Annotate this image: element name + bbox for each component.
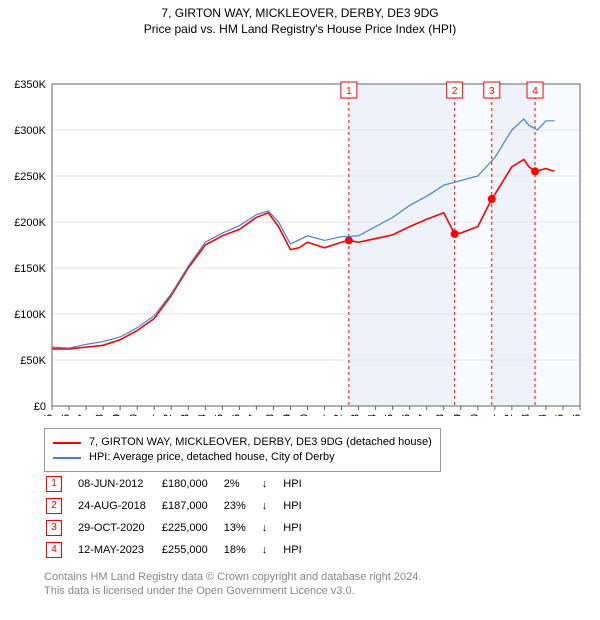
price-cell: £255,000 <box>162 542 222 562</box>
event-number-box: 3 <box>46 520 62 536</box>
svg-text:1: 1 <box>346 86 352 97</box>
svg-text:1997: 1997 <box>77 414 89 416</box>
svg-text:£0: £0 <box>34 401 46 413</box>
svg-text:4: 4 <box>532 86 538 97</box>
svg-text:£150K: £150K <box>14 263 46 275</box>
chart-title: 7, GIRTON WAY, MICKLEOVER, DERBY, DE3 9D… <box>0 6 600 20</box>
svg-text:1998: 1998 <box>94 414 106 416</box>
svg-text:2016: 2016 <box>401 414 413 416</box>
svg-text:2009: 2009 <box>281 414 293 416</box>
vs-cell: HPI <box>283 498 315 518</box>
svg-text:£250K: £250K <box>14 171 46 183</box>
svg-text:1995: 1995 <box>43 414 55 416</box>
chart-subtitle: Price paid vs. HM Land Registry's House … <box>0 22 600 36</box>
svg-text:2002: 2002 <box>162 414 174 416</box>
svg-text:£50K: £50K <box>20 355 46 367</box>
direction-cell: ↓ <box>262 520 282 540</box>
footer-line-2: This data is licensed under the Open Gov… <box>44 584 421 598</box>
legend-swatch <box>53 442 81 444</box>
svg-text:£350K: £350K <box>14 79 46 91</box>
svg-text:2025: 2025 <box>554 414 566 416</box>
svg-text:2001: 2001 <box>145 414 157 416</box>
svg-text:2008: 2008 <box>264 414 276 416</box>
event-number-cell: 1 <box>46 476 76 496</box>
svg-text:2004: 2004 <box>196 414 208 416</box>
footer-line-1: Contains HM Land Registry data © Crown c… <box>44 570 421 584</box>
date-cell: 08-JUN-2012 <box>78 476 160 496</box>
transactions-table: 108-JUN-2012£180,0002%↓HPI224-AUG-2018£1… <box>44 474 318 564</box>
table-row: 2 24-AUG-2018£187,00023%↓HPI <box>46 498 316 518</box>
table-row: 1 08-JUN-2012£180,0002%↓HPI <box>46 476 316 496</box>
svg-text:2012: 2012 <box>333 414 345 416</box>
svg-text:£300K: £300K <box>14 125 46 137</box>
price-cell: £180,000 <box>162 476 222 496</box>
legend: 7, GIRTON WAY, MICKLEOVER, DERBY, DE3 9D… <box>44 428 441 472</box>
footer-attribution: Contains HM Land Registry data © Crown c… <box>44 570 421 598</box>
svg-text:1999: 1999 <box>111 414 123 416</box>
date-cell: 24-AUG-2018 <box>78 498 160 518</box>
legend-label: 7, GIRTON WAY, MICKLEOVER, DERBY, DE3 9D… <box>89 435 432 450</box>
delta-cell: 23% <box>224 498 260 518</box>
date-cell: 29-OCT-2020 <box>78 520 160 540</box>
direction-cell: ↓ <box>262 498 282 518</box>
vs-cell: HPI <box>283 542 315 562</box>
svg-text:2026: 2026 <box>571 414 583 416</box>
price-cell: £225,000 <box>162 520 222 540</box>
event-number-cell: 4 <box>46 542 76 562</box>
svg-text:2010: 2010 <box>298 414 310 416</box>
table-row: 4 12-MAY-2023£255,00018%↓HPI <box>46 542 316 562</box>
svg-text:£100K: £100K <box>14 309 46 321</box>
legend-label: HPI: Average price, detached house, City… <box>89 450 335 465</box>
event-number-box: 1 <box>46 476 62 492</box>
svg-text:£200K: £200K <box>14 217 46 229</box>
legend-row: HPI: Average price, detached house, City… <box>53 450 432 465</box>
price-chart: £0 £50K £100K £150K £200K £250K £300K £350K 1995… <box>0 36 600 416</box>
svg-text:2007: 2007 <box>247 414 259 416</box>
legend-swatch <box>53 457 81 459</box>
delta-cell: 2% <box>224 476 260 496</box>
event-number-box: 4 <box>46 542 62 558</box>
svg-text:2020: 2020 <box>469 414 481 416</box>
svg-text:2006: 2006 <box>230 414 242 416</box>
svg-text:2: 2 <box>452 86 458 97</box>
svg-text:2015: 2015 <box>384 414 396 416</box>
svg-text:2017: 2017 <box>418 414 430 416</box>
event-number-cell: 3 <box>46 520 76 540</box>
vs-cell: HPI <box>283 520 315 540</box>
direction-cell: ↓ <box>262 476 282 496</box>
svg-text:1996: 1996 <box>60 414 72 416</box>
event-number-box: 2 <box>46 498 62 514</box>
direction-cell: ↓ <box>262 542 282 562</box>
svg-text:3: 3 <box>489 86 495 97</box>
svg-text:2013: 2013 <box>350 414 362 416</box>
svg-text:2018: 2018 <box>435 414 447 416</box>
table-row: 3 29-OCT-2020£225,00013%↓HPI <box>46 520 316 540</box>
svg-text:2005: 2005 <box>213 414 225 416</box>
svg-text:2023: 2023 <box>520 414 532 416</box>
svg-text:2022: 2022 <box>503 414 515 416</box>
svg-text:2024: 2024 <box>537 414 549 416</box>
price-cell: £187,000 <box>162 498 222 518</box>
delta-cell: 13% <box>224 520 260 540</box>
svg-text:2021: 2021 <box>486 414 498 416</box>
vs-cell: HPI <box>283 476 315 496</box>
svg-text:2011: 2011 <box>316 414 328 416</box>
svg-text:2000: 2000 <box>128 414 140 416</box>
delta-cell: 18% <box>224 542 260 562</box>
svg-text:2019: 2019 <box>452 414 464 416</box>
svg-text:2003: 2003 <box>179 414 191 416</box>
svg-text:2014: 2014 <box>367 414 379 416</box>
date-cell: 12-MAY-2023 <box>78 542 160 562</box>
legend-row: 7, GIRTON WAY, MICKLEOVER, DERBY, DE3 9D… <box>53 435 432 450</box>
event-number-cell: 2 <box>46 498 76 518</box>
